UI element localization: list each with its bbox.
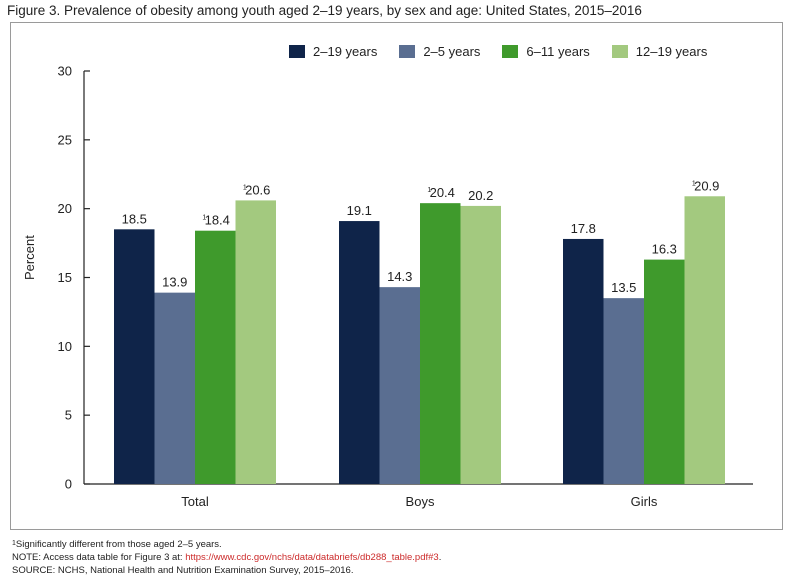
bar (235, 200, 276, 484)
data-label: 13.9 (162, 275, 187, 290)
bar (195, 230, 236, 484)
footnote-marker: 1 (12, 540, 16, 547)
y-tick-label: 20 (58, 201, 72, 216)
footnote-text: Significantly different from those aged … (15, 539, 222, 550)
significance-marker: 1 (692, 180, 696, 187)
legend-item: 12–19 years (611, 44, 708, 59)
y-tick-label: 5 (65, 408, 72, 423)
data-label: 17.8 (571, 221, 596, 236)
data-table-link[interactable]: https://www.cdc.gov/nchs/data/databriefs… (185, 552, 439, 563)
data-label: 20.2 (468, 188, 493, 203)
note-line: NOTE: Access data table for Figure 3 at:… (12, 551, 441, 564)
legend-label: 2–19 years (313, 44, 378, 59)
note-suffix: . (438, 552, 442, 563)
legend-swatch (611, 45, 628, 58)
bar (644, 259, 685, 484)
bar (420, 203, 461, 484)
legend-label: 2–5 years (423, 44, 481, 59)
data-label: 18.4 (205, 213, 230, 228)
legend-item: 6–11 years (502, 44, 590, 59)
data-label: 19.1 (347, 203, 372, 218)
significance-marker: 1 (202, 215, 206, 222)
data-label: 18.5 (122, 211, 147, 226)
data-label: 14.3 (387, 269, 412, 284)
data-label: 20.6 (245, 182, 270, 197)
significance-marker: 1 (427, 187, 431, 194)
y-tick-label: 25 (58, 132, 72, 147)
significance-marker: 1 (243, 184, 247, 191)
y-tick-label: 0 (65, 477, 72, 492)
legend-label: 6–11 years (526, 44, 590, 59)
bar (684, 196, 725, 484)
figure-title: Figure 3. Prevalence of obesity among yo… (7, 3, 642, 18)
bar (603, 298, 644, 484)
y-tick-label: 15 (58, 270, 72, 285)
chart-frame (10, 22, 783, 530)
x-tick-label: Boys (406, 494, 435, 509)
legend-swatch (502, 45, 519, 58)
bar (114, 229, 155, 484)
legend-item: 2–19 years (289, 44, 377, 59)
x-tick-label: Girls (631, 494, 658, 509)
data-label: 16.3 (652, 242, 677, 257)
y-tick-label: 10 (58, 339, 72, 354)
bar (563, 238, 604, 484)
footnote: 1Significantly different from those aged… (12, 538, 441, 551)
data-label: 20.9 (694, 178, 719, 193)
bar (339, 221, 380, 484)
figure-notes: 1Significantly different from those aged… (12, 538, 441, 577)
bar (154, 292, 195, 484)
y-tick-label: 30 (58, 64, 72, 79)
data-label: 13.5 (611, 280, 636, 295)
legend-label: 12–19 years (635, 44, 708, 59)
legend-swatch (289, 45, 305, 58)
source-line: SOURCE: NCHS, National Health and Nutrit… (12, 565, 354, 576)
y-axis-label: Percent (22, 235, 37, 280)
x-tick-label: Total (181, 494, 209, 509)
data-label: 20.4 (430, 185, 455, 200)
chart-legend: 2–19 years 2–5 years 6–11 years 12–19 years (289, 44, 707, 59)
note-prefix: NOTE: Access data table for Figure 3 at: (12, 552, 186, 563)
legend-item: 2–5 years (399, 44, 480, 59)
bar (379, 287, 420, 484)
bar (460, 205, 501, 484)
legend-swatch (399, 45, 416, 58)
